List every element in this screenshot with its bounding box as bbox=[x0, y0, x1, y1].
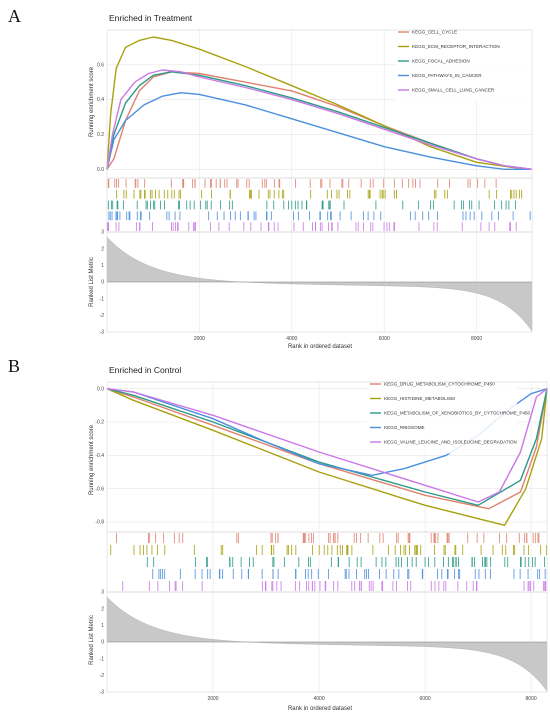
metric-y-tick-label: -2 bbox=[100, 313, 105, 319]
panel-b-metric-ylabel: Ranked List Metric bbox=[89, 615, 95, 665]
legend-label: KEGG_HISTIDINE_METABOLISM bbox=[384, 396, 455, 401]
x-tick-label: 4000 bbox=[313, 696, 324, 702]
legend-label: KEGG_CELL_CYCLE bbox=[412, 30, 457, 35]
metric-y-tick-label: 1 bbox=[101, 623, 104, 629]
es-series-line bbox=[106, 69, 533, 170]
metric-y-tick-label: 1 bbox=[101, 263, 104, 269]
panel-b-xlabel: Rank in ordered dataset bbox=[288, 706, 352, 712]
plot-border bbox=[106, 29, 533, 333]
metric-y-tick-label: 2 bbox=[101, 246, 104, 252]
legend-box bbox=[395, 25, 545, 102]
es-y-tick-label: -0.6 bbox=[95, 486, 104, 492]
legend-label: KEGG_SMALL_CELL_LUNG_CANCER bbox=[412, 88, 495, 93]
metric-y-tick-label: -1 bbox=[100, 656, 105, 662]
es-y-tick-label: 0.0 bbox=[97, 386, 104, 392]
legend-label: KEGG_DRUG_METABOLISM_CYTOCHROME_P450 bbox=[384, 382, 495, 387]
es-series-line bbox=[106, 36, 533, 170]
metric-y-tick-label: 3 bbox=[101, 230, 104, 236]
panel-b-title: Enriched in Control bbox=[109, 365, 181, 375]
panel-a-chart: 0.0 0.2 0.4 0.6 3 2 1 0 -1 -2 -3 2000 4000 6000 8000 KE… bbox=[97, 25, 545, 342]
es-series-line bbox=[106, 388, 548, 510]
legend-box bbox=[367, 377, 517, 454]
es-y-tick-label: -0.4 bbox=[95, 453, 104, 459]
es-y-tick-label: -0.8 bbox=[95, 520, 104, 526]
legend-label: KEGG_VALINE_LEUCINE_AND_ISOLEUCINE_DEGRA… bbox=[384, 440, 517, 445]
legend-label: KEGG_ECM_RECEPTOR_INTERACTION bbox=[412, 44, 500, 49]
ranked-metric-area bbox=[106, 596, 548, 692]
x-tick-label: 6000 bbox=[420, 696, 431, 702]
es-y-tick-label: 0.6 bbox=[97, 62, 104, 68]
metric-y-tick-label: -3 bbox=[100, 690, 105, 696]
es-series-line bbox=[106, 388, 548, 506]
panel-b-ylabel: Running enrichment score bbox=[89, 424, 95, 495]
x-tick-label: 8000 bbox=[526, 696, 537, 702]
metric-y-tick-label: -3 bbox=[100, 330, 105, 336]
panel-b-letter: B bbox=[8, 356, 20, 376]
panel-a-letter: A bbox=[8, 6, 21, 26]
legend-label: KEGG_METABOLISM_OF_XENOBIOTICS_BY_CYTOCH… bbox=[384, 411, 531, 416]
es-y-tick-label: 0.2 bbox=[97, 132, 104, 138]
es-y-tick-label: -0.2 bbox=[95, 420, 104, 426]
legend-label: KEGG_RIBOSOME bbox=[384, 425, 425, 430]
es-series-line bbox=[106, 388, 548, 526]
legend-label: KEGG_FOCAL_ADHESION bbox=[412, 59, 470, 64]
metric-y-tick-label: 3 bbox=[101, 590, 104, 596]
legend-label: KEGG_PATHWAYS_IN_CANCER bbox=[412, 73, 482, 78]
ranked-metric-area bbox=[106, 236, 533, 332]
es-y-tick-label: 0.0 bbox=[97, 167, 104, 173]
x-tick-label: 6000 bbox=[379, 336, 390, 342]
x-tick-label: 2000 bbox=[194, 336, 205, 342]
panel-a-title: Enriched in Treatment bbox=[109, 13, 193, 23]
metric-y-tick-label: 0 bbox=[101, 640, 104, 646]
plot-border bbox=[106, 381, 548, 693]
metric-y-tick-label: -2 bbox=[100, 673, 105, 679]
metric-y-tick-label: 2 bbox=[101, 606, 104, 612]
panel-b-chart: 0.0 -0.2 -0.4 -0.6 -0.8 3 2 1 0 -1 -2 -3 2000 4000 600… bbox=[95, 377, 548, 702]
es-y-tick-label: 0.4 bbox=[97, 97, 104, 103]
metric-y-tick-label: 0 bbox=[101, 280, 104, 286]
x-tick-label: 4000 bbox=[286, 336, 297, 342]
panel-a-xlabel: Rank in ordered dataset bbox=[288, 344, 352, 350]
x-tick-label: 2000 bbox=[207, 696, 218, 702]
metric-y-tick-label: -1 bbox=[100, 296, 105, 302]
panel-a-ylabel: Running enrichment score bbox=[89, 66, 95, 137]
panel-a-metric-ylabel: Ranked List Metric bbox=[89, 257, 95, 307]
es-series-line bbox=[106, 388, 548, 503]
es-series-line bbox=[106, 91, 532, 171]
x-tick-label: 8000 bbox=[471, 336, 482, 342]
